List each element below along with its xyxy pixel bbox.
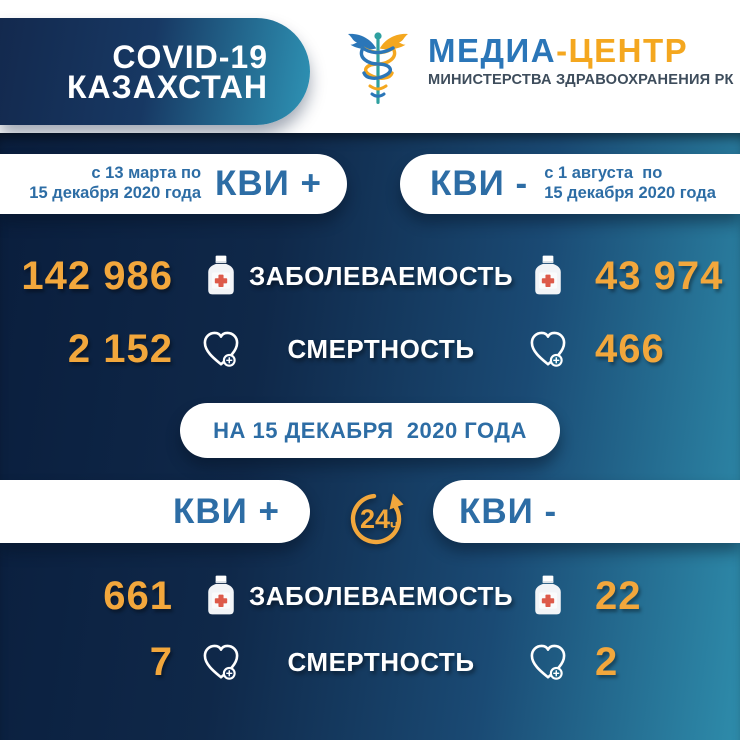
- covid-title-line1: COVID-19: [112, 38, 268, 75]
- kvi-minus-morbidity-value: 43 974: [595, 254, 724, 298]
- mortality-label: СМЕРТНОСТЬ: [287, 647, 475, 677]
- ministry-subtitle: МИНИСТЕРСТВА ЗДРАВООХРАНЕНИЯ РК: [428, 72, 734, 88]
- kvi-minus-daily-morbidity-value: 22: [595, 574, 642, 618]
- morbidity-label: ЗАБОЛЕВАЕМОСТЬ: [248, 261, 514, 291]
- kvi-plus-daily-mortality-value: 7: [149, 640, 173, 684]
- covid-title-banner: COVID-19 КАЗАХСТАН: [0, 18, 310, 125]
- caduceus-icon: [348, 32, 408, 104]
- medicine-bottle-icon: [534, 573, 562, 617]
- cumulative-kvi-minus-pill: КВИ - с 1 августа по 15 декабря 2020 год…: [400, 154, 740, 214]
- kvi-plus-period: с 13 марта по 15 декабря 2020 года: [29, 164, 201, 204]
- stats-panel: с 13 марта по 15 декабря 2020 года КВИ +…: [0, 133, 740, 740]
- kvi-minus-label: КВИ -: [459, 491, 558, 531]
- kvi-plus-mortality-value: 2 152: [67, 327, 173, 371]
- period-line2: 15 декабря 2020 года: [544, 184, 716, 202]
- kvi-minus-mortality-value: 466: [595, 327, 665, 371]
- heart-medical-icon: [200, 329, 242, 369]
- medicine-bottle-icon: [534, 253, 562, 297]
- heart-medical-icon: [527, 329, 569, 369]
- kvi-plus-morbidity-value: 142 986: [21, 254, 173, 298]
- period-line2: 15 декабря 2020 года: [29, 184, 202, 202]
- 24h-cycle-icon: 24 ч: [350, 493, 404, 545]
- cycle-unit: ч: [390, 517, 399, 534]
- cumulative-morbidity-row: 142 986 ЗАБОЛЕВАЕМОСТЬ 43 974: [0, 248, 740, 304]
- report-date-pill: НА 15 ДЕКАБРЯ 2020 ГОДА: [180, 403, 560, 458]
- media-center-logo: МЕДИА-ЦЕНТР МИНИСТЕРСТВА ЗДРАВООХРАНЕНИЯ…: [428, 34, 734, 89]
- daily-kvi-plus-pill: КВИ +: [0, 480, 310, 543]
- kvi-minus-period: с 1 августа по 15 декабря 2020 года: [544, 164, 716, 204]
- daily-mortality-row: 7 СМЕРТНОСТЬ 2: [0, 634, 740, 690]
- heart-medical-icon: [527, 642, 569, 682]
- mortality-label: СМЕРТНОСТЬ: [287, 334, 475, 364]
- cycle-number: 24: [360, 504, 390, 534]
- period-line1: с 13 марта по: [91, 164, 202, 183]
- kvi-minus-daily-mortality-value: 2: [595, 640, 619, 684]
- morbidity-label: ЗАБОЛЕВАЕМОСТЬ: [248, 581, 514, 611]
- brand-orange-text: -ЦЕНТР: [556, 32, 689, 69]
- daily-morbidity-row: 661 ЗАБОЛЕВАЕМОСТЬ 22: [0, 568, 740, 624]
- cumulative-kvi-plus-pill: с 13 марта по 15 декабря 2020 года КВИ +: [0, 154, 347, 214]
- covid-title-line2: КАЗАХСТАН: [67, 68, 268, 105]
- kvi-minus-label: КВИ -: [430, 164, 529, 203]
- daily-kvi-minus-pill: КВИ -: [433, 480, 740, 543]
- kvi-plus-daily-morbidity-value: 661: [103, 574, 173, 618]
- medicine-bottle-icon: [207, 253, 235, 297]
- medicine-bottle-icon: [207, 573, 235, 617]
- period-line1: с 1 августа по: [544, 164, 663, 183]
- cumulative-mortality-row: 2 152 СМЕРТНОСТЬ 466: [0, 321, 740, 377]
- media-center-title: МЕДИА-ЦЕНТР: [428, 34, 718, 68]
- kvi-plus-label: КВИ +: [173, 491, 280, 531]
- heart-medical-icon: [200, 642, 242, 682]
- brand-blue-text: МЕДИА: [428, 32, 557, 69]
- kvi-plus-label: КВИ +: [215, 164, 322, 203]
